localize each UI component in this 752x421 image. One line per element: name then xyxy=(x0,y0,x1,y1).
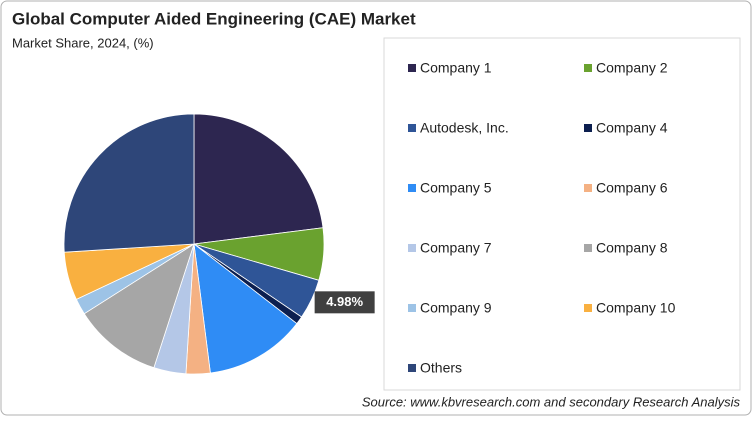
data-label-box xyxy=(314,291,375,314)
legend-label: Company 9 xyxy=(420,300,492,316)
legend-label: Others xyxy=(420,360,462,376)
legend-box xyxy=(383,37,741,391)
legend-swatch xyxy=(584,184,592,192)
legend-label: Company 2 xyxy=(596,60,668,76)
legend-label: Company 4 xyxy=(596,120,668,136)
legend-swatch xyxy=(408,304,416,312)
legend-swatch xyxy=(408,64,416,72)
pie-slice xyxy=(193,113,324,245)
legend-label: Autodesk, Inc. xyxy=(420,120,509,136)
legend-label: Company 5 xyxy=(420,180,492,196)
chart-subtitle: Market Share, 2024, (%) xyxy=(12,35,154,50)
legend-swatch xyxy=(408,184,416,192)
legend-label: Company 6 xyxy=(596,180,668,196)
pie-slice xyxy=(83,243,195,369)
legend-swatch xyxy=(584,244,592,252)
legend-label: Company 8 xyxy=(596,240,668,256)
legend-swatch xyxy=(584,124,592,132)
legend-swatch xyxy=(408,124,416,132)
pie-slice xyxy=(63,113,195,253)
legend-swatch xyxy=(584,64,592,72)
legend-label: Company 1 xyxy=(420,60,492,76)
legend-swatch xyxy=(408,364,416,372)
legend-label: Company 7 xyxy=(420,240,492,256)
legend-swatch xyxy=(408,244,416,252)
pie-slice xyxy=(193,243,298,374)
legend-label: Company 10 xyxy=(596,300,676,316)
source-note: Source: www.kbvresearch.com and secondar… xyxy=(362,394,741,409)
chart-title: Global Computer Aided Engineering (CAE) … xyxy=(12,9,416,28)
data-label: 4.98% xyxy=(326,294,363,309)
legend-swatch xyxy=(584,304,592,312)
